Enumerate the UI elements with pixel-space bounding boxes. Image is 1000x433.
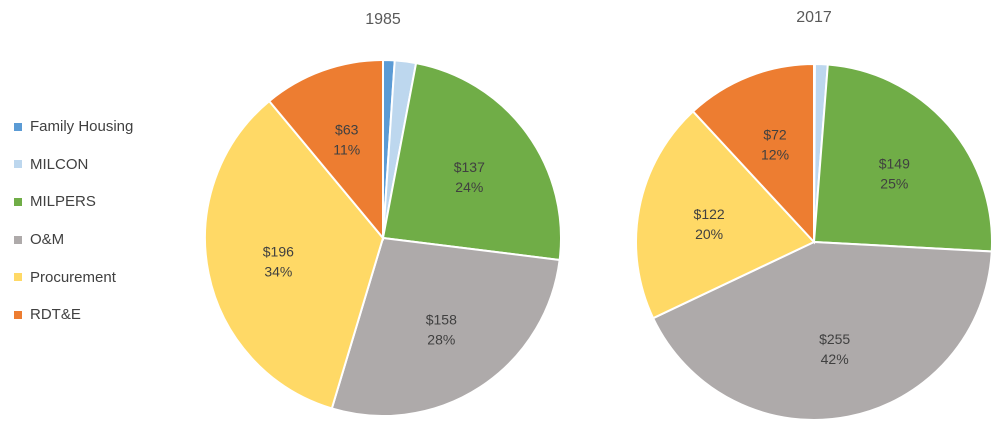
data-label-value: $196 [263, 243, 294, 259]
data-label-percent: 24% [455, 179, 483, 195]
legend-item-om: O&M [14, 221, 133, 259]
legend-swatch [14, 122, 22, 131]
data-label-value: $137 [454, 159, 485, 175]
data-label-percent: 20% [695, 226, 723, 242]
data-label-percent: 12% [761, 147, 789, 163]
data-label-value: $72 [763, 127, 787, 143]
pie-slice-o-m [651, 240, 993, 421]
legend-label: Procurement [30, 268, 116, 286]
legend-item-family-housing: Family Housing [14, 108, 133, 146]
legend-label: Family Housing [30, 118, 134, 136]
legend-swatch [14, 197, 22, 206]
data-label-value: $158 [426, 311, 457, 327]
pie-slice-milpers [812, 63, 993, 253]
data-label-percent: 28% [427, 331, 455, 347]
legend-swatch [14, 160, 22, 169]
legend-swatch [14, 310, 22, 319]
legend-item-rdte: RDT&E [14, 296, 133, 334]
data-label-percent: 42% [821, 351, 849, 367]
data-label-value: $149 [879, 156, 910, 172]
legend-item-milcon: MILCON [14, 146, 133, 184]
pie-slice-o-m [330, 236, 561, 417]
legend-swatch [14, 235, 22, 244]
legend-label: O&M [30, 231, 65, 249]
pie-slice-procurement [635, 109, 816, 320]
legend-swatch [14, 273, 22, 282]
data-label-value: $255 [819, 331, 850, 347]
pie-chart-1985: 1985 $137 24% $158 28% $196 34% $63 11% [204, 11, 562, 417]
pie-slice-milpers [381, 61, 562, 262]
legend-label: MILCON [30, 155, 89, 173]
data-label-value: $122 [694, 206, 725, 222]
pie-slice-rdt-e [691, 62, 815, 245]
data-label-percent: 34% [264, 263, 292, 279]
chart-title: 2017 [796, 9, 832, 26]
chart-legend: Family Housing MILCON MILPERS O&M Procur… [14, 108, 133, 334]
chart-title: 1985 [365, 11, 401, 28]
data-label-percent: 11% [333, 142, 360, 158]
legend-label: RDT&E [30, 306, 81, 324]
pie-slice-rdt-e [267, 58, 384, 241]
pie-slice-procurement [204, 99, 385, 410]
data-label-percent: 25% [880, 176, 908, 192]
pie-chart-2017: 2017 $149 25% $255 42% $122 20% $72 12% [635, 9, 993, 421]
legend-item-milpers: MILPERS [14, 183, 133, 221]
legend-label: MILPERS [30, 193, 96, 211]
data-label-value: $63 [335, 122, 359, 138]
legend-item-procurement: Procurement [14, 258, 133, 296]
